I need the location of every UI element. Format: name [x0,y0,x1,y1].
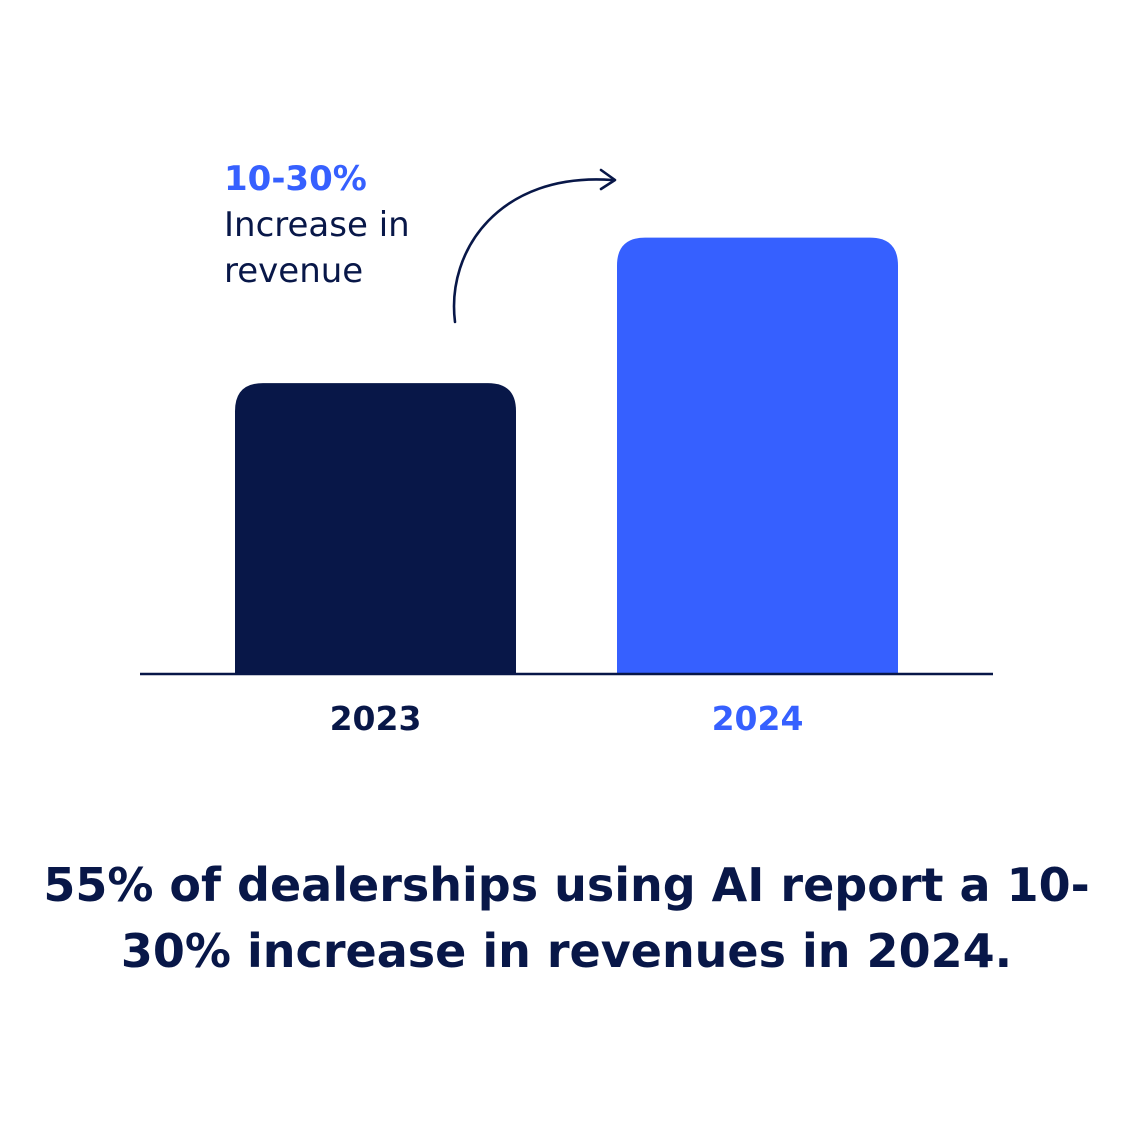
annotation-text: Increase in revenue [224,205,410,291]
annotation-value: 10-30% [224,159,367,199]
bars-layer [235,237,898,675]
bar-2023 [235,383,516,674]
category-label-2023: 2023 [330,699,422,738]
arrow-head-icon [599,168,617,191]
bar-chart: 2023 2024 [140,168,993,738]
bar-2024 [617,237,898,675]
caption: 55% of dealerships using AI report a 10-… [43,858,1090,978]
annotation: 10-30% Increase in revenue [224,156,464,294]
curved-arrow-icon [452,178,614,324]
category-labels: 2023 2024 [330,699,804,738]
category-label-2024: 2024 [712,699,804,738]
